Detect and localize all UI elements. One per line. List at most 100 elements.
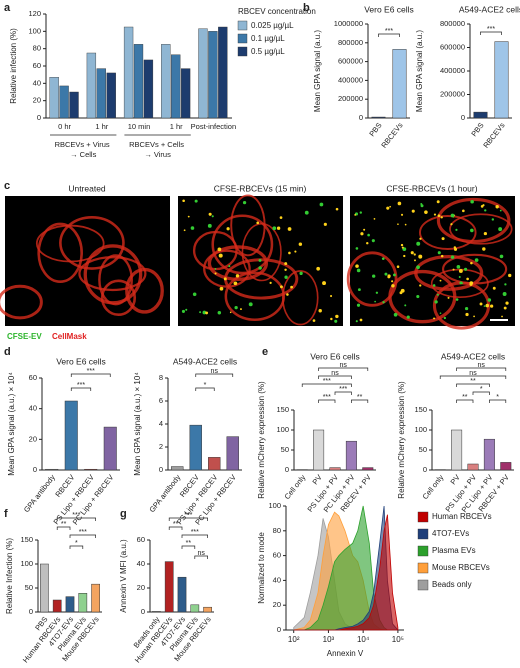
ev-dot bbox=[480, 205, 484, 208]
ev-dot bbox=[473, 315, 475, 318]
significance-bracket bbox=[439, 375, 507, 379]
y-tick-label: 50 bbox=[281, 445, 289, 454]
significance-label: ns bbox=[469, 370, 477, 377]
significance-bracket bbox=[168, 526, 183, 530]
cell-outline bbox=[59, 216, 125, 270]
ev-dot bbox=[190, 226, 195, 230]
y-axis-label: Mean GPA signal (a.u.) × 10⁴ bbox=[7, 372, 16, 476]
legend-label: 4TO7-EVs bbox=[432, 529, 469, 538]
bar bbox=[171, 466, 184, 471]
ev-dot bbox=[286, 293, 289, 296]
ev-dot bbox=[490, 304, 494, 308]
ev-dot bbox=[440, 216, 443, 219]
group-label-line: → Virus bbox=[144, 150, 171, 159]
ev-dot bbox=[502, 292, 507, 296]
ev-dot bbox=[279, 216, 283, 219]
bar bbox=[208, 457, 221, 471]
y-tick-label: 0 bbox=[29, 607, 33, 616]
x-tick-label: PV bbox=[310, 473, 323, 486]
legend-label: 0.025 µg/µL bbox=[251, 21, 294, 30]
ev-dot bbox=[450, 255, 455, 259]
y-tick-label: 150 bbox=[276, 405, 289, 414]
bar bbox=[313, 429, 325, 471]
ev-dot bbox=[492, 286, 496, 290]
y-tick-label: 200000 bbox=[440, 89, 465, 98]
y-axis-label: Mean GPA signal (a.u.) bbox=[313, 30, 322, 112]
ev-dot bbox=[406, 315, 410, 319]
y-tick-label: 600000 bbox=[338, 57, 363, 66]
ev-dot bbox=[269, 281, 272, 285]
group-label-line: RBCEVs + Virus bbox=[55, 140, 112, 149]
image-title: CFSE-RBCEVs (1 hour) bbox=[386, 183, 477, 193]
bar bbox=[362, 467, 374, 471]
cell-outline bbox=[125, 267, 164, 314]
cell-outline bbox=[436, 197, 511, 244]
x-tick-label: 10 min bbox=[128, 122, 151, 131]
y-tick-label: 0 bbox=[37, 113, 41, 122]
cell-outline bbox=[449, 213, 513, 245]
significance-bracket bbox=[351, 399, 369, 403]
y-tick-label: 4 bbox=[159, 419, 163, 428]
ev-dot bbox=[199, 311, 202, 314]
ev-dot bbox=[217, 311, 222, 315]
group-label: RBCEVs + Cells → Virus bbox=[129, 140, 186, 159]
significance-label: *** bbox=[323, 394, 331, 401]
legend-title: RBCEV concentration bbox=[238, 7, 316, 16]
ev-dot bbox=[272, 226, 277, 231]
group-label-line: RBCEVs + Cells bbox=[129, 140, 186, 149]
bar bbox=[189, 424, 202, 471]
significance-label: ns bbox=[339, 362, 347, 369]
ev-dot bbox=[466, 277, 469, 281]
ev-dot bbox=[470, 261, 473, 265]
ev-dot bbox=[280, 285, 283, 289]
ev-dot bbox=[335, 207, 339, 211]
ev-dot bbox=[404, 304, 407, 307]
x-tick-label: 10⁴ bbox=[357, 635, 370, 644]
bar bbox=[392, 49, 407, 119]
legend-label: Beads only bbox=[432, 580, 472, 589]
y-tick-label: 400000 bbox=[338, 75, 363, 84]
significance-bracket bbox=[378, 33, 400, 37]
image-title: CFSE-RBCEVs (15 min) bbox=[214, 183, 307, 193]
ev-dot bbox=[258, 266, 262, 270]
ev-dot bbox=[470, 199, 474, 204]
bar bbox=[473, 111, 488, 119]
panel-label: g bbox=[120, 508, 127, 520]
ev-dot bbox=[360, 232, 364, 236]
ev-dot bbox=[459, 281, 463, 285]
ev-dot bbox=[355, 247, 359, 250]
x-tick-label: 0 hr bbox=[58, 122, 71, 131]
significance-bracket bbox=[318, 375, 352, 379]
y-tick-label: 60 bbox=[273, 551, 281, 560]
ev-dot bbox=[182, 199, 185, 203]
ev-dot bbox=[404, 223, 407, 226]
bar bbox=[103, 426, 117, 471]
group-label: RBCEVs + Virus → Cells bbox=[55, 140, 112, 159]
y-tick-label: 100 bbox=[276, 425, 289, 434]
y-tick-label: 600000 bbox=[440, 42, 465, 51]
bar bbox=[177, 576, 187, 613]
bar bbox=[96, 68, 106, 119]
group-label-line: → Cells bbox=[70, 150, 97, 159]
ev-dot bbox=[436, 293, 439, 296]
x-tick-label: PBS bbox=[469, 121, 485, 138]
image-title: Untreated bbox=[68, 183, 106, 193]
ev-dot bbox=[483, 231, 487, 236]
ev-dot bbox=[450, 213, 455, 218]
chart-title: Vero E6 cells bbox=[310, 351, 360, 361]
y-tick-label: 0 bbox=[285, 465, 289, 474]
panel-label: d bbox=[4, 346, 11, 358]
ev-dot bbox=[194, 199, 198, 203]
y-tick-label: 100 bbox=[28, 26, 41, 35]
ev-dot bbox=[363, 228, 366, 231]
y-tick-label: 80 bbox=[33, 44, 41, 53]
significance-label: *** bbox=[87, 368, 95, 375]
ev-dot bbox=[359, 211, 362, 214]
ev-dot bbox=[330, 294, 333, 298]
ev-dot bbox=[458, 276, 461, 279]
ev-dot bbox=[464, 267, 468, 271]
y-tick-label: 0 bbox=[359, 113, 363, 122]
ev-dot bbox=[354, 214, 357, 216]
ev-dot bbox=[432, 284, 436, 287]
